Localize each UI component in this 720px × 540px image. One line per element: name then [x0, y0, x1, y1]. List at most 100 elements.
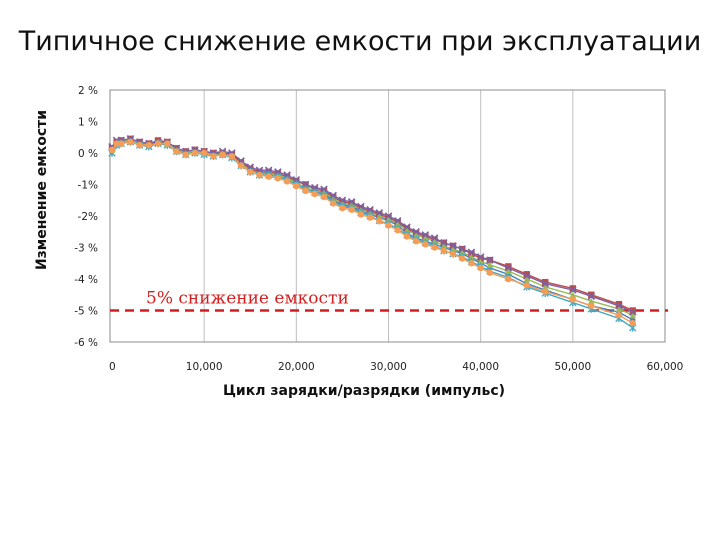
data-point — [615, 305, 623, 313]
data-point — [588, 302, 595, 309]
data-point — [385, 222, 392, 229]
data-point — [431, 238, 438, 245]
data-point — [523, 282, 530, 289]
data-point — [357, 211, 365, 218]
data-point — [145, 141, 153, 149]
data-point — [440, 242, 447, 250]
data-point — [569, 296, 577, 303]
data-point — [431, 244, 438, 251]
data-point — [274, 175, 282, 182]
data-point — [440, 239, 448, 247]
data-point — [302, 187, 309, 194]
data-point — [468, 253, 475, 261]
data-point — [486, 261, 494, 269]
data-point — [629, 312, 636, 319]
data-point — [219, 151, 226, 158]
data-point — [200, 149, 208, 157]
data-point — [449, 250, 457, 257]
data-point — [615, 312, 623, 319]
x-tick-label: 60,000 — [647, 361, 684, 373]
data-point — [320, 185, 328, 193]
data-point — [403, 226, 411, 234]
data-point — [348, 206, 355, 213]
data-point — [449, 242, 457, 250]
data-point — [154, 140, 162, 147]
data-point — [320, 193, 328, 201]
data-point — [366, 214, 374, 221]
plot-area — [109, 89, 666, 343]
data-point — [476, 253, 485, 261]
series-line — [111, 138, 633, 313]
data-point — [522, 272, 531, 280]
y-tick-label: -3 % — [74, 243, 98, 255]
x-tick-label: 0 — [109, 361, 116, 373]
data-point — [422, 241, 429, 248]
data-point — [430, 234, 439, 242]
data-point — [403, 233, 411, 240]
data-point — [339, 204, 346, 212]
y-tick-label: -2% — [78, 211, 98, 223]
data-point — [108, 146, 116, 154]
data-point — [191, 149, 199, 157]
y-tick-label: 0 % — [78, 148, 98, 160]
data-point — [569, 291, 577, 298]
series-line — [111, 138, 633, 312]
data-point — [628, 308, 637, 316]
data-point — [523, 271, 530, 278]
x-axis: 0 10,000 20,000 30,000 40,000 50,000 60,000 — [109, 361, 683, 373]
x-axis-label: Цикл зарядки/разрядки (импульс) — [223, 383, 505, 399]
data-point — [394, 226, 401, 234]
data-point — [376, 212, 383, 220]
data-point — [127, 138, 134, 146]
threshold-label: 5% снижение емкости — [146, 289, 349, 309]
data-point — [587, 292, 596, 301]
y-tick-label: -4 % — [74, 274, 98, 286]
data-point — [541, 279, 549, 288]
data-point — [422, 234, 429, 242]
data-point — [615, 302, 623, 310]
y-tick-label: 1 % — [78, 117, 98, 129]
data-point — [384, 212, 393, 220]
data-point — [330, 200, 337, 207]
data-point — [329, 191, 337, 200]
data-point — [237, 162, 245, 169]
data-point — [477, 258, 484, 265]
data-point — [459, 249, 466, 256]
data-point — [338, 196, 347, 205]
data-point — [393, 216, 402, 225]
y-axis-label: Изменение емкости — [34, 110, 50, 270]
data-point — [588, 297, 595, 305]
y-tick-label: 2 % — [78, 85, 98, 97]
data-point — [541, 283, 549, 291]
data-point — [283, 178, 291, 185]
data-point — [403, 223, 411, 231]
data-point — [505, 267, 512, 275]
data-point — [458, 245, 466, 253]
data-point — [412, 238, 420, 245]
data-point — [629, 307, 636, 314]
x-tick-label: 40,000 — [462, 361, 499, 373]
data-point — [629, 319, 636, 327]
y-tick-label: -1% — [78, 180, 98, 192]
y-axis: 2 % 1 % 0 % -1% -2% -3 % -4 % -5 % -6 % — [74, 85, 98, 349]
data-point — [412, 227, 420, 236]
data-point — [486, 269, 494, 276]
y-tick-label: -5 % — [74, 306, 98, 318]
data-point — [311, 190, 318, 198]
data-point — [228, 152, 236, 160]
data-point — [376, 217, 383, 224]
data-point — [182, 151, 189, 158]
series-4 — [108, 135, 637, 316]
data-point — [421, 231, 430, 239]
data-point — [523, 275, 530, 283]
series-layer — [108, 135, 637, 332]
x-tick-label: 50,000 — [554, 361, 591, 373]
data-point — [486, 256, 494, 264]
series-6 — [108, 138, 636, 327]
data-point — [467, 248, 476, 256]
x-tick-label: 10,000 — [186, 361, 223, 373]
data-point — [449, 245, 457, 253]
data-point — [504, 264, 513, 272]
data-point — [210, 152, 217, 160]
